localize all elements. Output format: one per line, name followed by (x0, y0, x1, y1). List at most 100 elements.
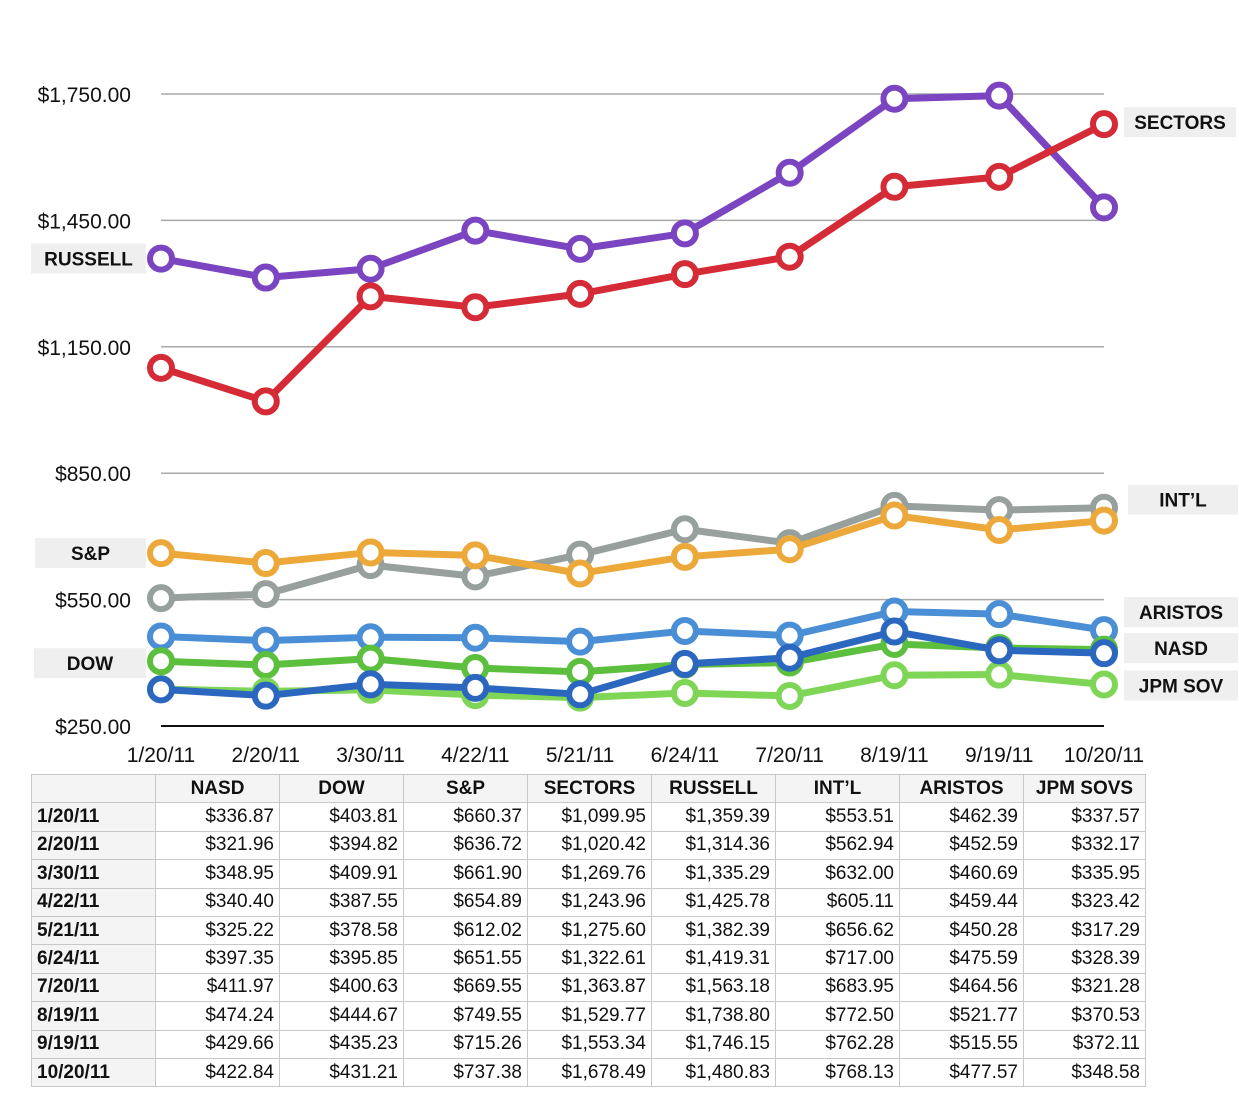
table-cell: $515.55 (899, 1029, 1024, 1059)
table-cell: $462.39 (899, 802, 1024, 832)
table-column-header: INT’L (775, 773, 900, 804)
gridlines (161, 93, 1104, 727)
table-row-date: 7/20/11 (31, 972, 156, 1003)
data-point (670, 542, 699, 571)
data-point (775, 681, 804, 710)
table-cell: $1,099.95 (527, 802, 652, 832)
data-point (985, 515, 1014, 544)
y-tick-label: $850.00 (55, 463, 131, 486)
series-tag: DOW (34, 648, 146, 679)
data-point (251, 387, 280, 416)
table-row: 1/20/11 $336.87 $403.81 $660.37 $1,099.95 $1,… (31, 802, 1146, 832)
y-tick-label: $1,150.00 (38, 337, 131, 360)
table-cell: $409.91 (279, 859, 404, 889)
series-nasd (147, 617, 1118, 710)
table-cell: $1,322.61 (527, 944, 652, 974)
x-tick-label: 5/21/11 (546, 744, 615, 767)
data-point (775, 158, 804, 187)
series-line (157, 120, 1108, 405)
data-point (461, 293, 490, 322)
table-cell: $332.17 (1023, 830, 1146, 861)
series-aristos (147, 597, 1118, 656)
data-point (147, 353, 175, 382)
data-point (775, 643, 804, 672)
x-tick-label: 8/19/11 (860, 744, 929, 767)
data-point (566, 680, 595, 709)
data-point (775, 535, 804, 564)
table-cell: $1,553.34 (527, 1029, 652, 1059)
table-cell: $335.95 (1023, 859, 1146, 889)
table-cell: $605.11 (775, 887, 900, 917)
data-point (775, 242, 804, 271)
data-point (670, 678, 699, 707)
data-point (1090, 670, 1118, 699)
table-row-date: 8/19/11 (31, 1001, 156, 1031)
data-point (147, 622, 175, 651)
data-point (1090, 110, 1118, 139)
table-cell: $328.39 (1023, 944, 1146, 974)
series-tag-label: DOW (67, 654, 114, 675)
table-cell: $1,382.39 (651, 915, 776, 946)
table-cell: $378.58 (279, 915, 404, 946)
data-point (251, 263, 280, 292)
table-row-date: 9/19/11 (31, 1029, 156, 1059)
table-cell: $612.02 (403, 915, 528, 946)
table-cell: $715.26 (403, 1029, 528, 1059)
table-row-date: 4/22/11 (31, 887, 156, 917)
table-cell: $632.00 (775, 859, 900, 889)
data-point (147, 675, 175, 704)
series-tag: NASD (1124, 633, 1238, 664)
table-cell: $553.51 (775, 802, 900, 832)
table-cell: $337.57 (1023, 802, 1146, 832)
table-cell: $460.69 (899, 859, 1024, 889)
table-cell: $477.57 (899, 1057, 1024, 1088)
table-cell: $336.87 (155, 802, 280, 832)
series-tag-label: SECTORS (1134, 113, 1226, 134)
table-cell: $370.53 (1023, 1001, 1146, 1031)
data-point (566, 279, 595, 308)
data-point (461, 623, 490, 652)
table-cell: $768.13 (775, 1057, 900, 1088)
table-cell: $772.50 (775, 1001, 900, 1031)
table-row: 8/19/11 $474.24 $444.67 $749.55 $1,529.77 $1,… (31, 1001, 1146, 1031)
table-cell: $1,020.42 (527, 830, 652, 861)
data-point (566, 234, 595, 263)
data-point (147, 584, 175, 613)
data-point (251, 650, 280, 679)
table-cell: $387.55 (279, 887, 404, 917)
series-s-p (147, 501, 1118, 588)
table-row-date: 10/20/11 (31, 1057, 156, 1088)
series-tag-label: NASD (1154, 639, 1208, 660)
table-cell: $459.44 (899, 887, 1024, 917)
data-point (566, 559, 595, 588)
series-line (157, 502, 1108, 602)
data-point (251, 681, 280, 710)
x-tick-label: 2/20/11 (232, 744, 301, 767)
x-tick-label: 4/22/11 (441, 744, 510, 767)
table-cell: $340.40 (155, 887, 280, 917)
series-int-l (147, 491, 1118, 613)
data-point (147, 244, 175, 273)
data-point (880, 661, 909, 690)
table-cell: $400.63 (279, 972, 404, 1003)
data-point (356, 538, 385, 567)
series-line (157, 92, 1108, 282)
table-cell: $431.21 (279, 1057, 404, 1088)
data-point (461, 216, 490, 245)
series-tag: INT’L (1128, 484, 1238, 515)
series-tag: RUSSELL (31, 243, 146, 274)
table-cell: $1,363.87 (527, 972, 652, 1003)
series-line (157, 607, 1108, 646)
table-cell: $636.72 (403, 830, 528, 861)
data-point (880, 617, 909, 646)
data-point (1090, 193, 1118, 222)
series-line (157, 512, 1108, 577)
data-point (147, 647, 175, 676)
table-cell: $1,419.31 (651, 944, 776, 974)
table-cell: $394.82 (279, 830, 404, 861)
series-tag-label: ARISTOS (1139, 603, 1223, 624)
table-column-header: RUSSELL (651, 773, 776, 804)
table-cell: $1,678.49 (527, 1057, 652, 1088)
data-point (1090, 639, 1118, 668)
data-point (147, 539, 175, 568)
